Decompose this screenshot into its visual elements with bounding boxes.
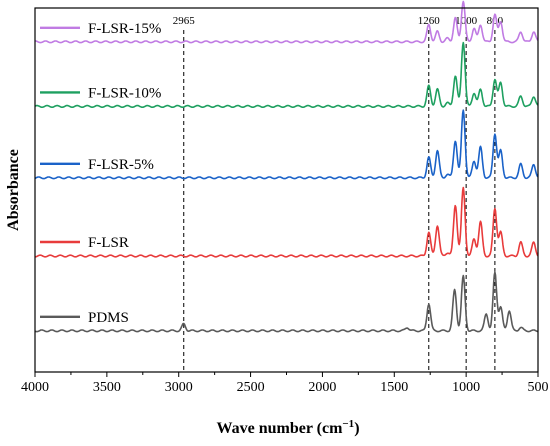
x-axis-title: Wave number (cm−1) bbox=[216, 418, 359, 437]
y-axis-title: Absorbance bbox=[5, 149, 22, 231]
marker-label-2965: 2965 bbox=[173, 15, 196, 27]
x-axis-ticks: 4000 3500 3000 2500 2000 1500 1000 500 bbox=[21, 372, 549, 395]
x-tick-label-500: 500 bbox=[528, 380, 549, 395]
x-tick-label-2500: 2500 bbox=[237, 380, 265, 395]
legend-label-f-lsr-15-: F-LSR-15% bbox=[88, 21, 161, 37]
legend-label-f-lsr: F-LSR bbox=[88, 235, 129, 251]
series-line-f-lsr-5- bbox=[34, 109, 539, 180]
legend-label-f-lsr-5-: F-LSR-5% bbox=[88, 157, 154, 173]
x-tick-label-1000: 1000 bbox=[452, 380, 480, 395]
legend: F-LSR-15% F-LSR-10% F-LSR-5% F-LSR PDMS bbox=[40, 21, 161, 326]
x-tick-label-2000: 2000 bbox=[308, 380, 336, 395]
legend-label-f-lsr-10-: F-LSR-10% bbox=[88, 85, 161, 101]
series-line-f-lsr-10- bbox=[34, 41, 539, 108]
x-tick-label-4000: 4000 bbox=[21, 380, 49, 395]
series-line-f-lsr-15- bbox=[34, 0, 539, 44]
legend-label-pdms: PDMS bbox=[88, 310, 129, 326]
marker-label-1260: 1260 bbox=[418, 15, 441, 27]
x-tick-label-1500: 1500 bbox=[380, 380, 408, 395]
x-tick-label-3000: 3000 bbox=[165, 380, 193, 395]
plot-frame bbox=[34, 7, 539, 373]
x-tick-label-3500: 3500 bbox=[93, 380, 121, 395]
series-line-f-lsr bbox=[34, 186, 539, 258]
series-line-pdms bbox=[34, 271, 539, 333]
series-lines bbox=[34, 0, 539, 333]
